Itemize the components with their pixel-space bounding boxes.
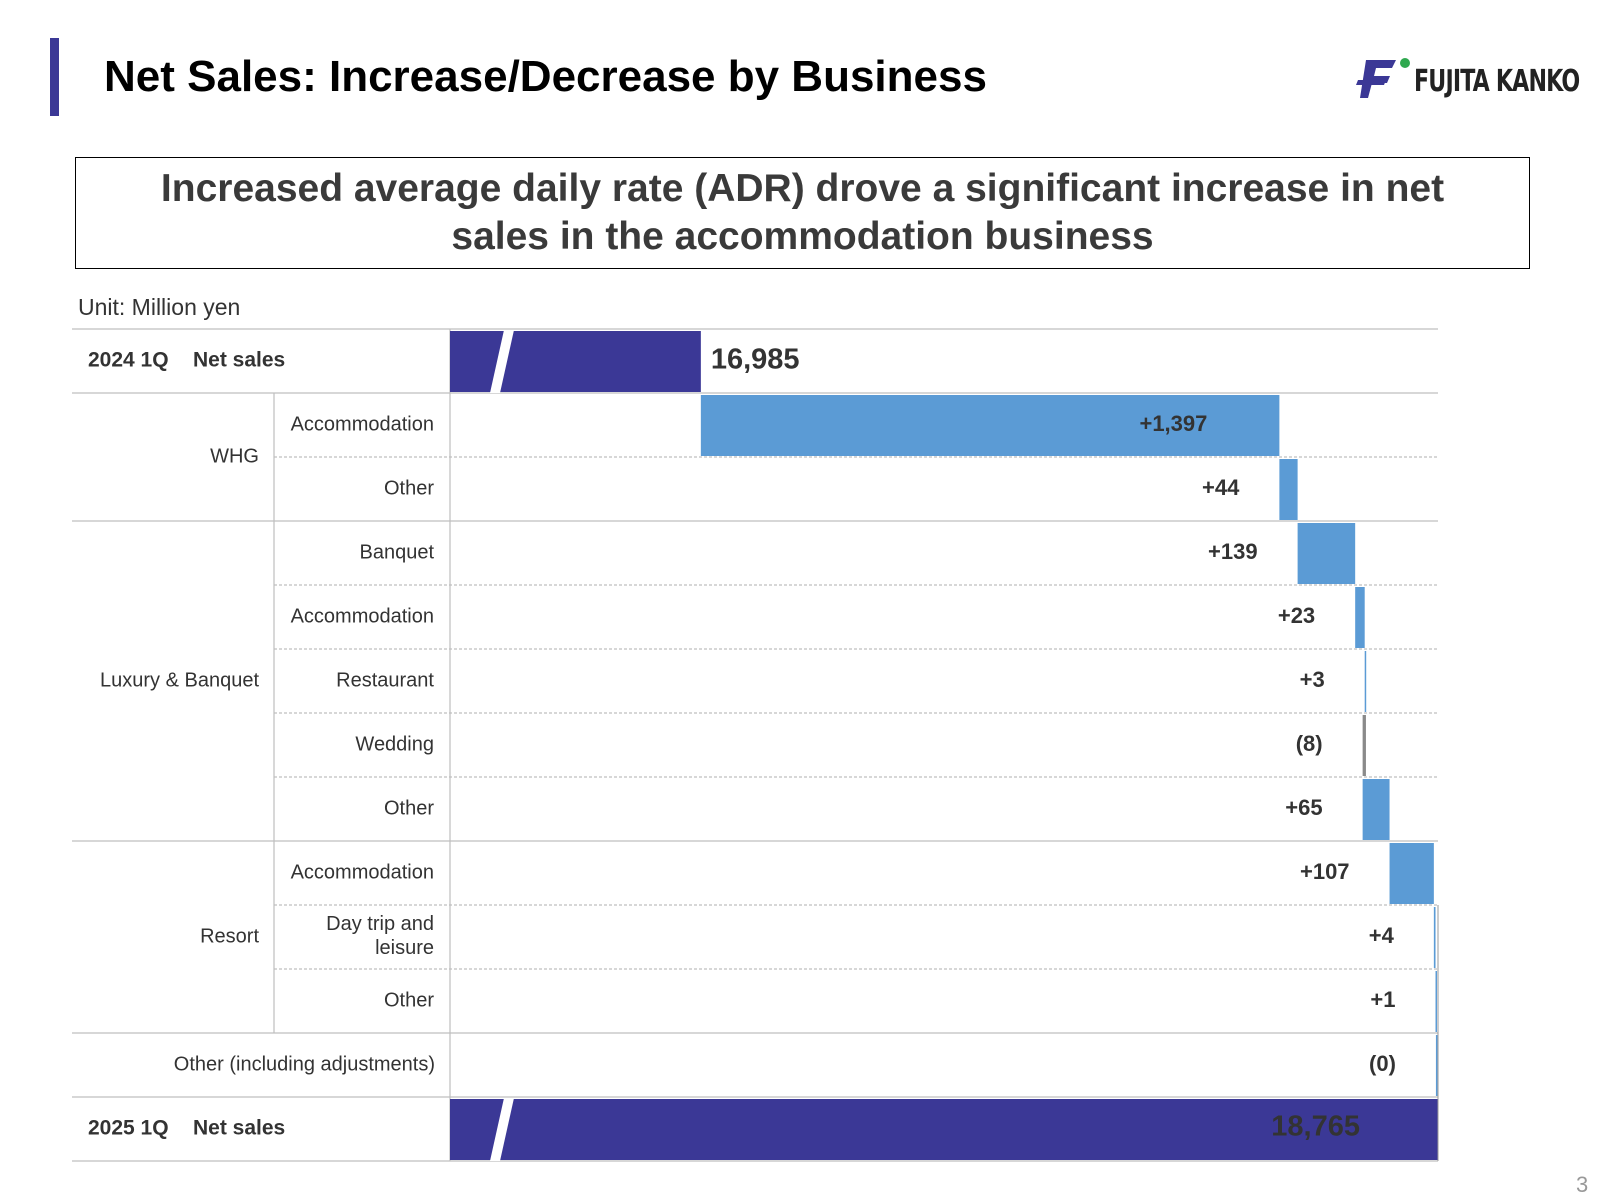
group-label: Luxury & Banquet	[100, 669, 259, 691]
change-bar	[1435, 971, 1438, 1032]
change-value-label: +23	[1278, 603, 1315, 628]
end-total-bar	[450, 1099, 1438, 1160]
start-year-label: 2024 1Q	[88, 349, 169, 372]
change-bar	[1389, 843, 1434, 904]
logo-mark-icon	[1356, 58, 1410, 98]
item-label: Banquet	[359, 541, 434, 563]
end-year-label: 2025 1Q	[88, 1117, 169, 1140]
item-label: Wedding	[355, 733, 434, 755]
logo-text: FUJITA KANKO	[1414, 64, 1580, 99]
headline-box: Increased average daily rate (ADR) drove…	[75, 157, 1530, 269]
change-bar	[1279, 459, 1298, 520]
item-label: Accommodation	[291, 861, 434, 883]
page-number: 3	[1576, 1172, 1589, 1197]
item-label: Other	[384, 477, 434, 499]
end-value-label: 18,765	[1271, 1111, 1360, 1143]
item-label: Restaurant	[336, 669, 434, 691]
item-label: Accommodation	[291, 413, 434, 435]
item-label: Accommodation	[291, 605, 434, 627]
change-bar	[1355, 587, 1365, 648]
change-bar	[1297, 523, 1356, 584]
change-bar	[1362, 715, 1366, 776]
start-text-label: Net sales	[193, 349, 285, 372]
start-axis-break	[490, 330, 514, 393]
change-value-label: +3	[1300, 667, 1325, 692]
group-label: WHG	[210, 445, 259, 467]
change-bar	[1364, 651, 1367, 712]
headline: Increased average daily rate (ADR) drove…	[160, 167, 1445, 258]
change-value-label: (0)	[1369, 1051, 1396, 1076]
end-text-label: Net sales	[193, 1117, 285, 1140]
change-value-label: (8)	[1296, 731, 1323, 756]
change-value-label: +107	[1300, 859, 1350, 884]
end-axis-break	[490, 1098, 514, 1161]
item-label: Day trip and leisure	[326, 913, 434, 959]
unit-label: Unit: Million yen	[78, 294, 241, 320]
title-accent-bar	[50, 38, 59, 116]
item-label: Other	[384, 989, 434, 1011]
start-total-bar	[450, 331, 701, 392]
change-bar	[1362, 779, 1390, 840]
group-label: Resort	[200, 925, 259, 947]
change-value-label: +65	[1285, 795, 1322, 820]
change-value-label: +4	[1369, 923, 1395, 948]
change-value-label: +139	[1208, 539, 1258, 564]
group-label: Other (including adjustments)	[174, 1053, 435, 1075]
change-bar	[700, 395, 1280, 456]
page-title: Net Sales: Increase/Decrease by Business	[104, 52, 987, 101]
change-value-label: +44	[1202, 475, 1240, 500]
change-value-label: +1,397	[1139, 411, 1207, 436]
fujita-kanko-logo: FUJITA KANKO	[1356, 56, 1580, 104]
start-value-label: 16,985	[711, 344, 800, 376]
item-label: Other	[384, 797, 434, 819]
change-bar	[1435, 1035, 1438, 1096]
change-bar	[1433, 907, 1436, 968]
change-value-label: +1	[1370, 987, 1395, 1012]
